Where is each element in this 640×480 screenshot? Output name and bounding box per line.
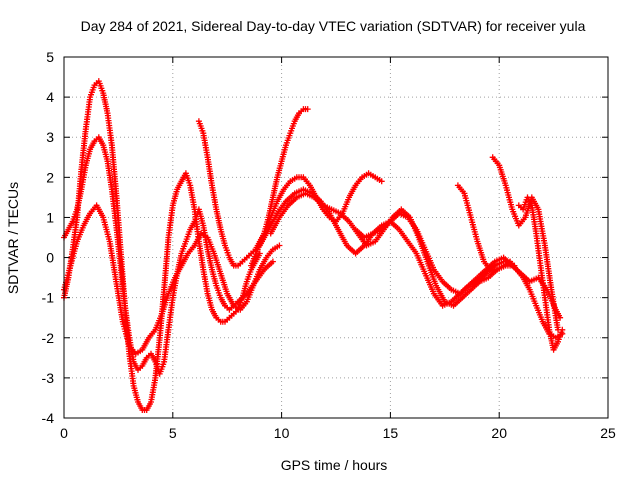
data-point [276,242,283,249]
y-tick-label: -2 [42,330,55,346]
x-tick-label: 0 [60,425,68,441]
y-tick-label: 5 [46,49,54,65]
x-tick-label: 10 [274,425,290,441]
series-line [62,80,261,412]
data-point [378,178,385,185]
y-tick-label: 0 [46,250,54,266]
x-tick-labels: 0 5 10 15 20 25 [60,425,616,441]
y-tick-label: -4 [42,410,55,426]
data-point [269,258,276,265]
chart-title: Day 284 of 2021, Sidereal Day-to-day VTE… [81,18,586,34]
y-tick-label: 1 [46,209,54,225]
plot-frame [63,56,609,419]
y-tick-label: 3 [46,129,54,145]
data-point [559,326,566,333]
x-tick-label: 25 [600,425,616,441]
series-arc-1 [61,78,263,413]
grid [64,57,608,418]
x-axis-label: GPS time / hours [281,457,388,473]
series-line [269,192,515,307]
data-point [304,106,311,113]
series-arc-6 [256,186,507,309]
y-tick-label: 2 [46,169,54,185]
series-arc-3 [61,202,283,357]
y-axis-label: SDTVAR / TECUs [5,182,21,294]
y-tick-label: 4 [46,89,54,105]
series-arc-2 [61,134,276,377]
x-tick-label: 20 [491,425,507,441]
y-tick-labels: -4 -3 -2 -1 0 1 2 3 4 5 [42,49,55,426]
y-tick-label: -3 [42,370,55,386]
x-tick-label: 15 [383,425,399,441]
series-arc-10 [489,154,561,333]
series-arc-11 [515,194,566,353]
series-line [63,136,274,375]
y-tick-label: -1 [42,290,55,306]
data-series [61,78,566,413]
x-tick-label: 5 [169,425,177,441]
